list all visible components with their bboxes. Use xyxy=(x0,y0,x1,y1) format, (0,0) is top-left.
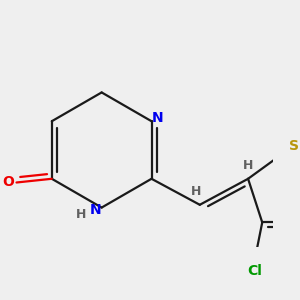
Text: N: N xyxy=(89,203,101,218)
Text: N: N xyxy=(152,110,164,124)
Text: H: H xyxy=(243,159,253,172)
Text: Cl: Cl xyxy=(248,264,262,278)
Text: O: O xyxy=(2,176,14,190)
Text: S: S xyxy=(290,139,299,153)
Text: H: H xyxy=(76,208,86,221)
Text: H: H xyxy=(191,185,201,198)
